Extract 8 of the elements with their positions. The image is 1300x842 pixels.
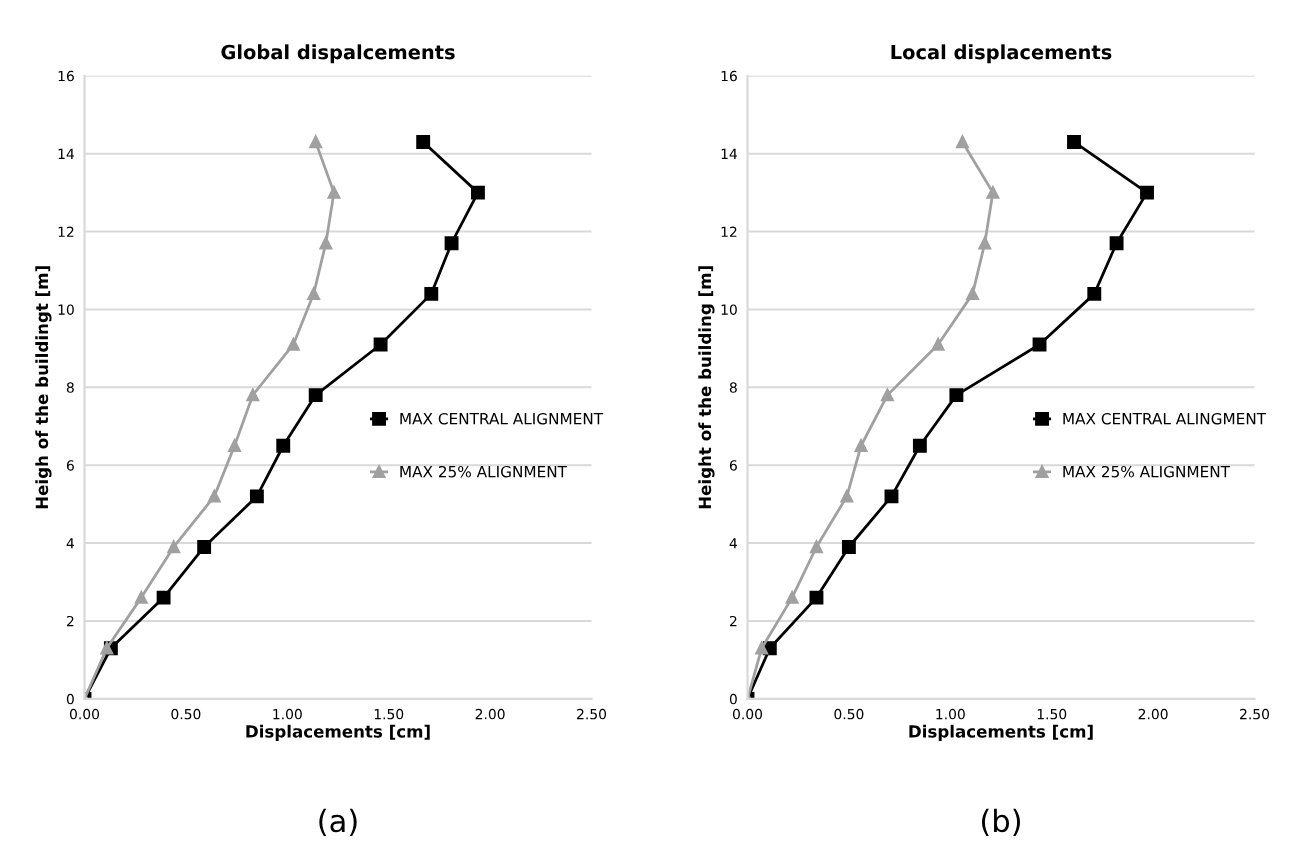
text: (b): [982, 808, 1020, 836]
x-axis-title: Displacements [cm]: [909, 724, 1093, 741]
x-axis-title: Displacements [cm]: [246, 724, 430, 741]
chart-title: Global dispalcements: [221, 44, 455, 64]
text: (a): [319, 808, 357, 836]
chart-title: Local displacements: [891, 44, 1112, 64]
y-axis-title: Heigh of the buildingt [m]: [35, 266, 52, 509]
y-axis-title: Height of the building [m]: [698, 266, 715, 509]
